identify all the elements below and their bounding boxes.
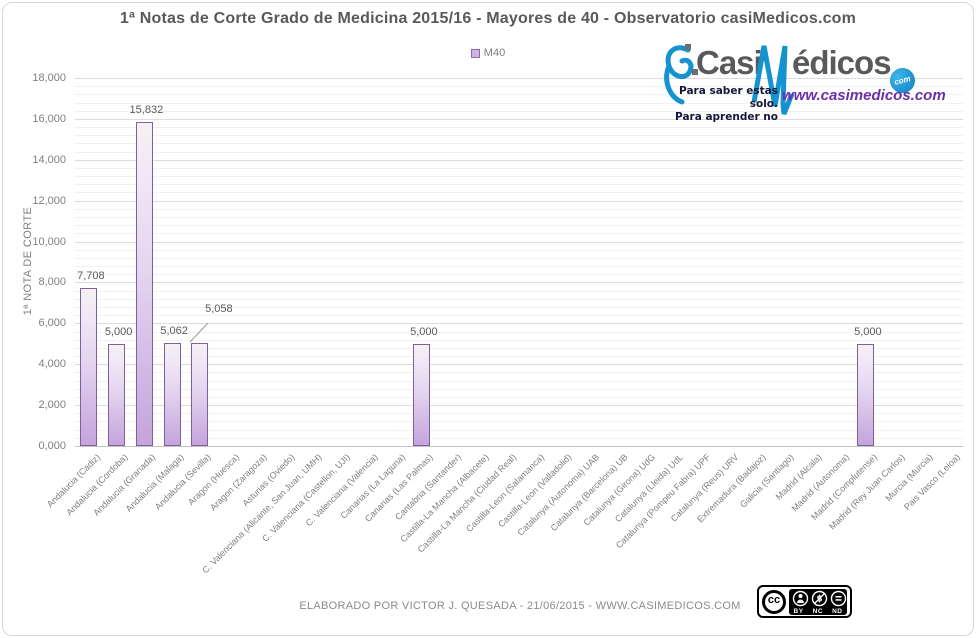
- bar-andalucia-cadiz-: [80, 288, 98, 446]
- by-attribution-icon: [792, 590, 809, 606]
- minor-gridline: [75, 290, 963, 292]
- cc-logo-text: cc: [767, 594, 781, 606]
- minor-gridline: [75, 372, 963, 374]
- svg-text:$: $: [816, 594, 822, 604]
- bar-madrid-complutense-: [857, 343, 875, 446]
- bar-canarias-las-palmas-: [413, 343, 431, 446]
- bar-value-label: 5,000: [854, 325, 882, 338]
- y-tick-label: 10,000: [32, 235, 66, 248]
- minor-gridline: [75, 225, 963, 227]
- minor-gridline: [75, 396, 963, 398]
- major-gridline: [75, 282, 963, 284]
- footer-credit: ELABORADO POR VICTOR J. QUESADA - 21/06/…: [299, 600, 741, 612]
- y-tick-label: 0,000: [38, 440, 66, 452]
- major-gridline: [75, 159, 963, 161]
- minor-gridline: [75, 217, 963, 219]
- bar-andalucia-cordoba-: [108, 343, 126, 446]
- minor-gridline: [75, 274, 963, 276]
- minor-gridline: [75, 249, 963, 251]
- bar-andalucia-granada-: [135, 122, 153, 446]
- cc-logo-icon: cc: [762, 589, 786, 614]
- cc-terms-labels: BY NC ND: [789, 608, 847, 615]
- minor-gridline: [75, 437, 963, 439]
- minor-gridline: [75, 257, 963, 259]
- cc-term-nd: ND: [832, 607, 843, 615]
- minor-gridline: [75, 176, 963, 178]
- stethoscope-icon: [664, 44, 698, 105]
- minor-gridline: [75, 110, 963, 112]
- logo-text-casi: Casi: [696, 44, 763, 81]
- nd-noderivatives-icon: [830, 590, 847, 606]
- minor-gridline: [75, 429, 963, 431]
- minor-gridline: [75, 413, 963, 415]
- minor-gridline: [75, 167, 963, 169]
- bar-andalucia-malaga-: [163, 342, 181, 446]
- minor-gridline: [75, 127, 963, 129]
- y-tick-label: 4,000: [38, 358, 66, 371]
- minor-gridline: [75, 315, 963, 317]
- minor-gridline: [75, 135, 963, 137]
- minor-gridline: [75, 233, 963, 235]
- bar-value-label: 5,062: [160, 324, 188, 337]
- minor-gridline: [75, 208, 963, 210]
- logo-tagline-line1: Para saber estas solo.: [679, 85, 778, 110]
- logo-tagline: Para saber estas solo. Para aprender no: [670, 85, 778, 124]
- major-gridline: [75, 364, 963, 366]
- y-tick-label: 8,000: [38, 276, 66, 289]
- cc-term-by: BY: [793, 607, 804, 615]
- y-axis-title: 1ª NOTA DE CORTE: [22, 206, 34, 316]
- y-tick-label: 16,000: [32, 112, 66, 125]
- minor-gridline: [75, 184, 963, 186]
- legend-swatch-m40: [470, 48, 480, 58]
- minor-gridline: [75, 298, 963, 300]
- ecg-m-icon: [752, 45, 795, 115]
- logo-tagline-line2: Para aprender no: [675, 111, 778, 123]
- minor-gridline: [75, 143, 963, 145]
- minor-gridline: [75, 331, 963, 333]
- chart-legend: M40: [0, 47, 976, 59]
- y-tick-label: 2,000: [38, 399, 66, 412]
- major-gridline: [75, 200, 963, 202]
- logo-text-edicos: édicos: [792, 44, 892, 81]
- major-gridline: [75, 118, 963, 120]
- cc-term-nc: NC: [812, 607, 824, 615]
- minor-gridline: [75, 421, 963, 423]
- bar-value-label: 5,000: [410, 325, 438, 338]
- chart-title: 1ª Notas de Corte Grado de Medicina 2015…: [119, 10, 857, 27]
- cc-license-badge: cc $ BY NC ND: [757, 585, 852, 618]
- minor-gridline: [75, 94, 963, 96]
- bar-value-label: 15,832: [129, 104, 164, 117]
- minor-gridline: [75, 266, 963, 268]
- bar-value-label: 7,708: [77, 270, 105, 283]
- minor-gridline: [75, 86, 963, 88]
- x-axis-line: [75, 446, 963, 447]
- major-gridline: [75, 78, 963, 79]
- legend-label-m40: M40: [483, 47, 506, 59]
- bar-value-label: 5,058: [205, 302, 233, 315]
- label-leader-line: [189, 322, 209, 342]
- y-tick-label: 12,000: [32, 194, 66, 207]
- minor-gridline: [75, 192, 963, 194]
- minor-gridline: [75, 356, 963, 358]
- major-gridline: [75, 405, 963, 407]
- logo-url: www.casimedicos.com: [782, 87, 946, 104]
- minor-gridline: [75, 388, 963, 390]
- bar-andalucia-sevilla-: [191, 342, 209, 446]
- major-gridline: [75, 323, 963, 325]
- major-gridline: [75, 241, 963, 243]
- minor-gridline: [75, 339, 963, 341]
- y-tick-label: 6,000: [38, 317, 66, 330]
- y-tick-label: 18,000: [32, 72, 66, 84]
- y-tick-label: 14,000: [32, 153, 66, 166]
- cc-terms-icons: $: [792, 590, 847, 606]
- minor-gridline: [75, 380, 963, 382]
- minor-gridline: [75, 306, 963, 308]
- casimedicos-logo: Casi édicos com Para saber estas solo. P…: [660, 36, 972, 124]
- nc-noncommercial-icon: $: [811, 590, 828, 606]
- bar-value-label: 5,000: [104, 325, 133, 338]
- cc-terms-box: $ BY NC ND: [789, 588, 847, 615]
- minor-gridline: [75, 151, 963, 153]
- minor-gridline: [75, 347, 963, 349]
- minor-gridline: [75, 102, 963, 104]
